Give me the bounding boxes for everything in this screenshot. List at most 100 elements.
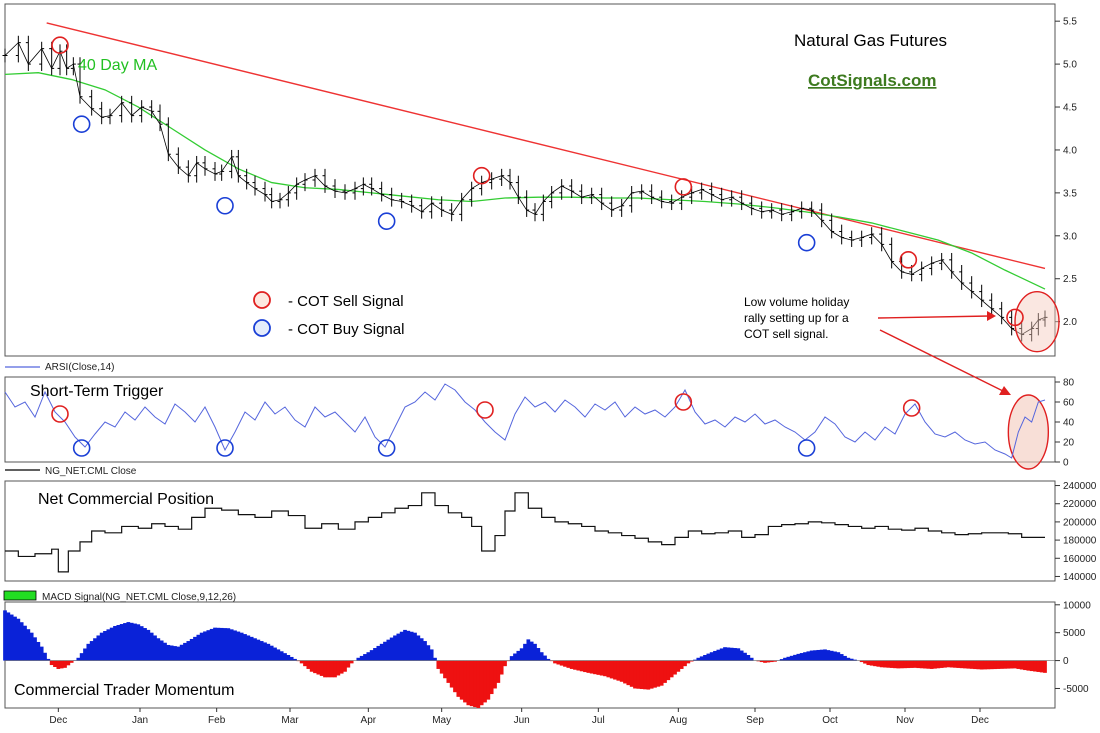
macd-bar-negative <box>676 660 681 672</box>
price-sell-signal <box>51 36 69 55</box>
macd-bar-positive <box>33 637 37 661</box>
macd-bar-negative <box>683 660 687 667</box>
macd-bar-negative <box>616 660 621 681</box>
macd-bar-positive <box>826 650 831 661</box>
macd-bar-negative <box>919 660 924 669</box>
macd-bar-positive <box>406 630 411 661</box>
macd-bar-positive <box>219 627 224 661</box>
macd-bar-negative <box>926 660 931 669</box>
macd-bar-positive <box>233 630 237 661</box>
macd-bar-negative <box>989 660 994 670</box>
macd-bar-positive <box>183 642 187 661</box>
rsi-panel-frame <box>4 376 1056 463</box>
macd-bar-positive <box>733 648 737 661</box>
rsi-sell-signal <box>674 393 693 411</box>
macd-bar-positive <box>196 634 201 661</box>
macd-bar-positive <box>399 631 404 661</box>
macd-bar-negative <box>679 660 684 669</box>
macd-bar-positive <box>153 635 157 661</box>
macd-bar-positive <box>226 628 231 661</box>
macd-bar-positive <box>3 610 7 661</box>
macd-bar-positive <box>133 623 137 661</box>
macd-bar-negative <box>606 660 611 678</box>
macd-bar-positive <box>163 642 167 661</box>
macd-bar-positive <box>833 651 837 661</box>
macd-bar-negative <box>666 660 671 681</box>
macd-bar-negative <box>446 660 451 683</box>
x-axis-tick-label: Mar <box>281 715 299 726</box>
macd-bar-positive <box>516 650 521 661</box>
macd-bar-negative <box>576 660 581 671</box>
macd-bar-negative <box>503 660 507 667</box>
macd-bar-negative <box>996 660 1001 669</box>
sell-legend-circle <box>253 291 271 309</box>
macd-bar-negative <box>976 660 981 670</box>
macd-bar-positive <box>263 642 267 661</box>
macd-bar-negative <box>469 660 474 707</box>
macd-bar-positive <box>103 631 107 661</box>
site-link[interactable]: CotSignals.com <box>808 71 936 90</box>
macd-bar-positive <box>723 647 727 661</box>
macd-bar-negative <box>886 660 891 668</box>
x-axis-tick-label: Jul <box>592 715 605 726</box>
macd-bar-positive <box>539 652 544 661</box>
x-axis-tick-label: Aug <box>669 715 687 726</box>
macd-bar-negative <box>1013 660 1017 669</box>
price-buy-signal <box>377 212 396 231</box>
macd-bar-negative <box>963 660 967 669</box>
macd-bar-positive <box>816 649 821 661</box>
macd-bar-positive <box>836 652 841 661</box>
macd-bar-negative <box>456 660 461 697</box>
macd-bar-negative <box>969 660 974 669</box>
macd-bar-positive <box>26 629 31 661</box>
macd-bar-negative <box>1026 660 1031 671</box>
macd-bar-negative <box>319 660 324 676</box>
macd-header: MACD Signal(NG_NET.CML Close,9,12,26) Co… <box>3 590 236 699</box>
macd-bar-negative <box>553 660 557 664</box>
macd-bar-negative <box>1016 660 1021 669</box>
macd-bar-positive <box>419 638 424 661</box>
macd-bar-negative <box>1006 660 1011 669</box>
macd-bar-positive <box>276 649 281 661</box>
macd-bar-negative <box>323 660 327 678</box>
macd-bar-negative <box>773 660 777 662</box>
macd-bar-positive <box>279 651 284 661</box>
macd-bar-positive <box>736 648 741 661</box>
macd-bar-positive <box>529 641 534 661</box>
macd-bar-negative <box>669 660 674 678</box>
macd-axis-tick-label: 0 <box>1063 656 1069 667</box>
macd-bar-negative <box>1019 660 1024 670</box>
macd-bar-negative <box>966 660 971 669</box>
macd-bar-negative <box>449 660 454 688</box>
macd-bar-negative <box>909 660 914 668</box>
macd-bar-negative <box>906 660 911 669</box>
macd-bar-negative <box>569 660 574 669</box>
macd-bar-negative <box>639 660 644 690</box>
macd-bar-negative <box>586 660 591 673</box>
macd-bar-positive <box>173 646 177 661</box>
price-buy-signal <box>72 115 91 133</box>
annotation-line-2: rally setting up for a <box>744 311 849 325</box>
macd-bar-positive <box>719 648 724 661</box>
macd-bar-positive <box>16 618 21 661</box>
macd-bar-positive <box>13 616 17 661</box>
macd-bar-positive <box>86 643 91 661</box>
macd-bar-positive <box>513 653 517 661</box>
annotation-line-1: Low volume holiday <box>744 295 849 309</box>
rsi-subtitle: Short-Term Trigger <box>30 383 164 400</box>
macd-bar-positive <box>249 636 254 661</box>
macd-label: MACD Signal(NG_NET.CML Close,9,12,26) <box>42 592 236 603</box>
macd-bar-positive <box>6 612 11 661</box>
price-sell-signal <box>1006 308 1024 327</box>
price-close-line <box>4 41 1046 336</box>
macd-bar-negative <box>579 660 584 672</box>
rsi-buy-signal <box>797 439 816 457</box>
macd-subtitle: Commercial Trader Momentum <box>14 682 235 699</box>
price-buy-signal <box>797 233 816 252</box>
macd-bar-negative <box>1009 660 1014 669</box>
macd-bar-negative <box>439 660 444 674</box>
macd-bar-negative <box>1043 660 1047 673</box>
macd-bar-negative <box>986 660 991 670</box>
x-axis-tick-label: Dec <box>49 715 67 726</box>
macd-bar-positive <box>273 647 277 661</box>
